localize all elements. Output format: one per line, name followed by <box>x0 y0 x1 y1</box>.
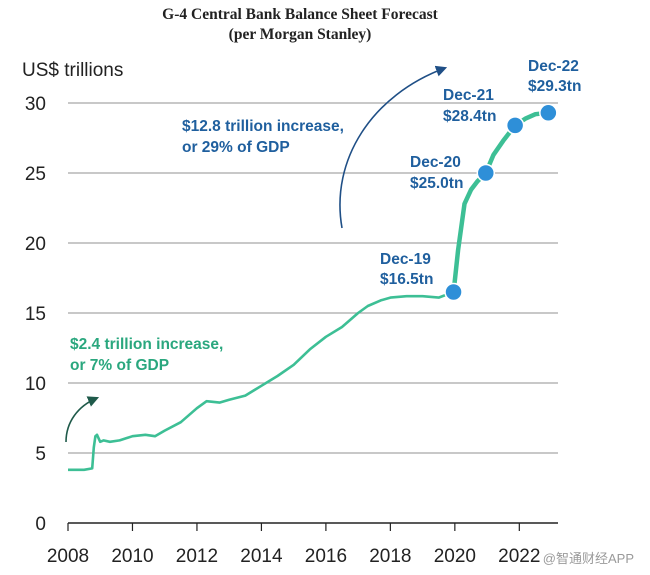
marker-label-dec21-date: Dec-21 <box>443 87 494 104</box>
data-point-marker-dec-22 <box>539 103 558 123</box>
increase-arrow-large <box>339 65 448 229</box>
data-point-marker-dec-21 <box>505 116 525 135</box>
y-tick-label-20: 20 <box>25 234 46 255</box>
x-tick-label-2012: 2012 <box>176 546 218 567</box>
data-point-marker-dec-20 <box>476 163 496 183</box>
y-tick-label-25: 25 <box>25 164 46 185</box>
y-tick-label-15: 15 <box>25 304 46 325</box>
x-tick-label-2010: 2010 <box>111 546 153 567</box>
x-tick-label-2022: 2022 <box>498 546 540 567</box>
annotation-large-increase-line2: or 29% of GDP <box>182 139 290 156</box>
annotation-small-increase-line1: $2.4 trillion increase, <box>70 336 223 353</box>
watermark: @智通财经APP <box>542 551 634 566</box>
x-tick-label-2014: 2014 <box>240 546 283 567</box>
marker-label-dec19-value: $16.5tn <box>380 271 433 288</box>
marker-label-dec19-date: Dec-19 <box>380 251 431 268</box>
increase-arrow-small <box>65 396 100 443</box>
x-tick-label-2016: 2016 <box>305 546 347 567</box>
historical-series-line <box>68 290 455 472</box>
x-tick-label-2020: 2020 <box>434 546 476 567</box>
y-tick-label-5: 5 <box>35 444 46 465</box>
data-point-marker-dec-19 <box>444 282 463 302</box>
marker-label-dec22-date: Dec-22 <box>528 58 579 75</box>
annotation-small-increase-line2: or 7% of GDP <box>70 357 169 374</box>
chart-title: G-4 Central Bank Balance Sheet Forecast <box>162 6 438 23</box>
y-tick-label-30: 30 <box>25 94 46 115</box>
x-tick-label-2018: 2018 <box>369 546 411 567</box>
marker-label-dec22-value: $29.3tn <box>528 78 581 95</box>
y-tick-label-0: 0 <box>35 514 46 535</box>
marker-label-dec20-date: Dec-20 <box>410 154 461 171</box>
forecast-series-line <box>451 110 551 295</box>
y-tick-label-10: 10 <box>25 374 46 395</box>
annotation-large-increase-line1: $12.8 trillion increase, <box>182 118 344 135</box>
chart-subtitle: (per Morgan Stanley) <box>228 26 372 43</box>
y-axis-label: US$ trillions <box>22 60 124 81</box>
x-tick-label-2008: 2008 <box>47 546 89 567</box>
marker-label-dec20-value: $25.0tn <box>410 175 463 192</box>
marker-label-dec21-value: $28.4tn <box>443 108 496 125</box>
